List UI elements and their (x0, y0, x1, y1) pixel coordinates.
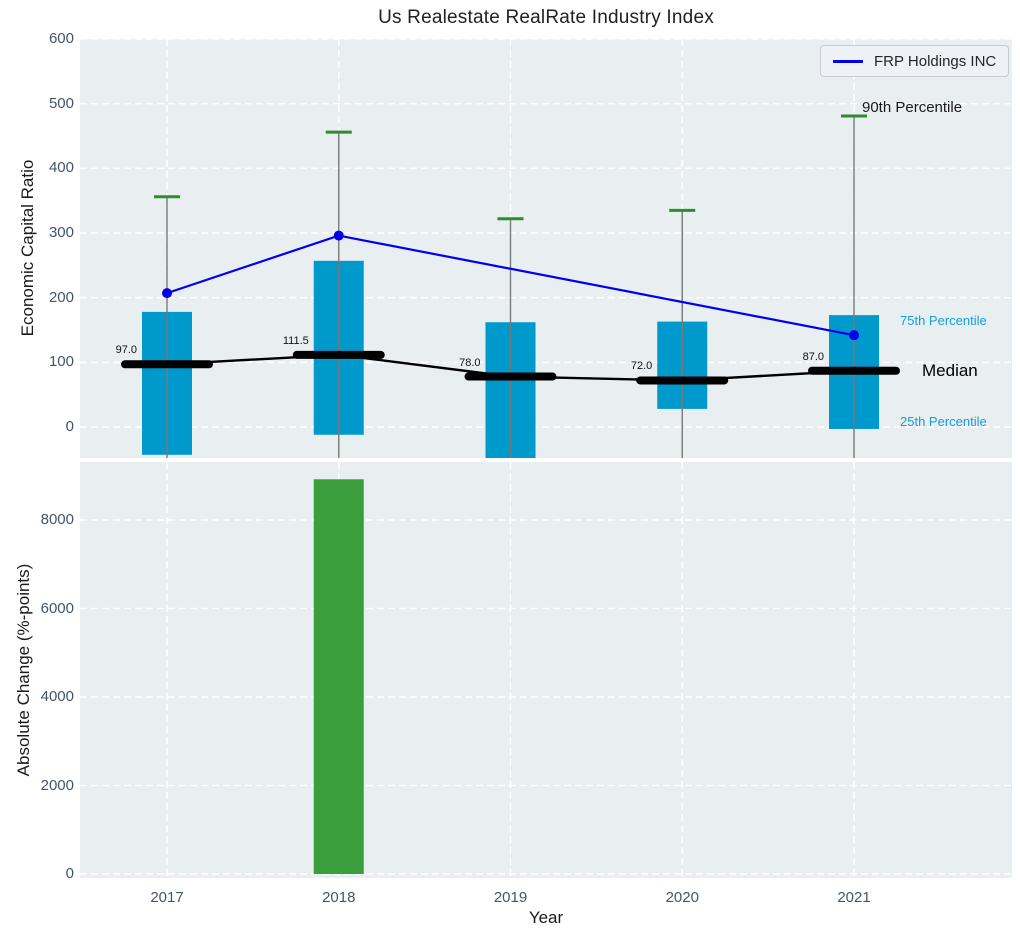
median-value-2018: 111.5 (249, 335, 309, 348)
bottom-y-tick-2000: 2000 (28, 777, 74, 795)
top-y-tick-0: 0 (28, 418, 74, 436)
bottom-y-tick-4000: 4000 (28, 688, 74, 706)
bottom-y-axis-label: Absolute Change (%-points) (14, 564, 34, 777)
chart-title: Us Realestate RealRate Industry Index (80, 7, 1012, 29)
median-value-2021: 87.0 (764, 351, 824, 364)
x-tick-2019: 2019 (476, 889, 546, 907)
p75-annotation: 75th Percentile (900, 313, 987, 328)
frp-marker-2 (849, 330, 859, 340)
median-value-2019: 78.0 (421, 357, 481, 370)
x-tick-2020: 2020 (647, 889, 717, 907)
legend-label: FRP Holdings INC (874, 53, 996, 70)
bottom-y-tick-0: 0 (28, 865, 74, 883)
x-axis-label: Year (529, 908, 563, 928)
legend-line-swatch (833, 60, 863, 63)
figure: Us Realestate RealRate Industry Index Ec… (0, 0, 1020, 940)
bottom-y-tick-6000: 6000 (28, 600, 74, 618)
bottom-axes-canvas (80, 462, 1012, 878)
top-y-tick-600: 600 (28, 30, 74, 48)
legend: FRP Holdings INC (820, 45, 1009, 77)
frp-marker-0 (162, 288, 172, 298)
top-y-tick-200: 200 (28, 289, 74, 307)
bottom-y-tick-8000: 8000 (28, 511, 74, 529)
change-bar-2018 (314, 479, 364, 874)
top-y-tick-300: 300 (28, 224, 74, 242)
median-value-2020: 72.0 (592, 360, 652, 373)
median-value-2017: 97.0 (77, 344, 137, 357)
median-annotation: Median (922, 361, 978, 381)
p25-annotation: 25th Percentile (900, 414, 987, 429)
x-tick-2021: 2021 (819, 889, 889, 907)
top-y-tick-400: 400 (28, 159, 74, 177)
top-y-axis-label: Economic Capital Ratio (18, 160, 38, 337)
x-tick-2018: 2018 (304, 889, 374, 907)
x-tick-2017: 2017 (132, 889, 202, 907)
top-y-tick-500: 500 (28, 95, 74, 113)
top-y-tick-100: 100 (28, 353, 74, 371)
p90-annotation: 90th Percentile (862, 99, 962, 116)
frp-marker-1 (334, 231, 344, 241)
bottom-axes (80, 462, 1012, 878)
